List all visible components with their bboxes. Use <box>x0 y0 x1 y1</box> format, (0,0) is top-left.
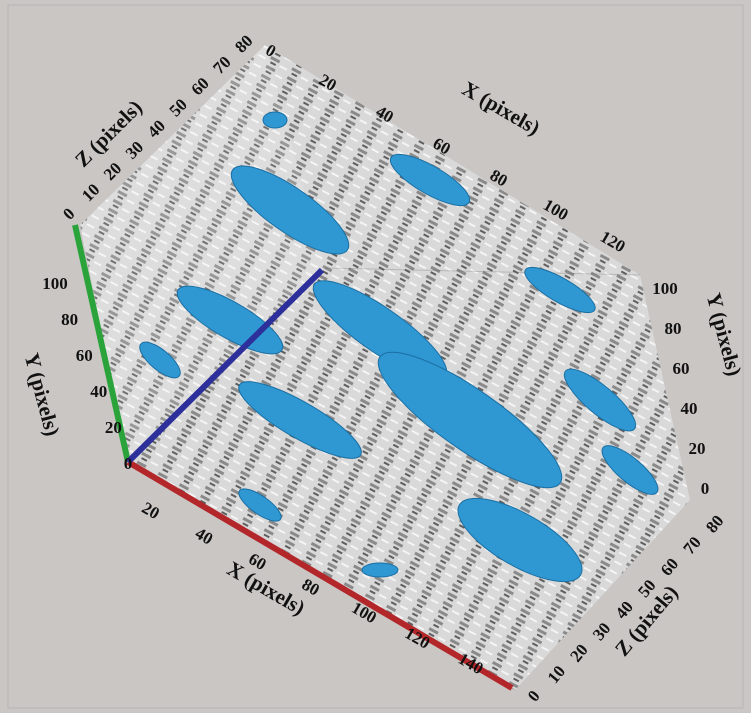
tick-label: 0 <box>701 479 710 498</box>
tick-label: 40 <box>90 382 107 401</box>
tick-label: 60 <box>76 346 93 365</box>
tick-label: 80 <box>61 310 78 329</box>
tick-label: 0 <box>124 454 133 473</box>
tick-label: 40 <box>681 399 698 418</box>
tick-label: 20 <box>105 418 122 437</box>
tick-label: 100 <box>652 279 678 298</box>
tick-label: 20 <box>689 439 706 458</box>
tick-label: 60 <box>673 359 690 378</box>
tick-label: 100 <box>42 274 68 293</box>
scene: 20406080100120140X (pixels)020406080100Y… <box>0 0 751 713</box>
tick-label: 80 <box>665 319 682 338</box>
